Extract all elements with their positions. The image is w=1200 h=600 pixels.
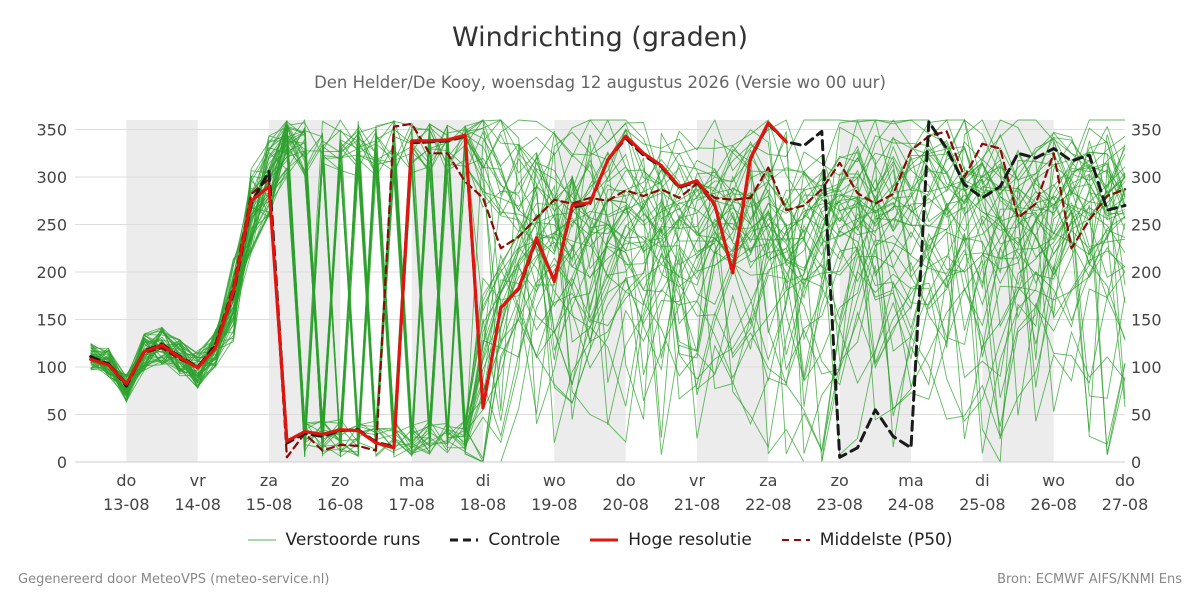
ensemble-member-line: [90, 123, 1126, 462]
x-tick-day: do: [1115, 471, 1135, 490]
x-tick-day: wo: [1042, 471, 1065, 490]
y-tick-label-left: 200: [36, 263, 67, 282]
legend-item-control: Controle: [450, 530, 560, 550]
x-tick-day: di: [975, 471, 990, 490]
x-tick-date: 22-08: [745, 495, 792, 514]
ensemble-member-line: [90, 119, 1126, 436]
x-tick-date: 20-08: [602, 495, 649, 514]
legend-item-high-res: Hoge resolutie: [590, 530, 752, 550]
legend-swatch-median: [781, 539, 810, 541]
footer-credit: Gegenereerd door MeteoVPS (meteo-service…: [18, 572, 330, 587]
ensemble-member-line: [90, 122, 1126, 464]
shaded-day-band: [126, 120, 198, 462]
high-res-series-line: [89, 121, 788, 450]
y-tick-label-right: 100: [1131, 358, 1162, 377]
x-tick-day: vr: [190, 471, 206, 490]
x-tick-date: 15-08: [246, 495, 293, 514]
x-tick-day: wo: [543, 471, 566, 490]
legend-label-median: Middelste (P50): [819, 530, 953, 550]
y-tick-label-right: 0: [1131, 453, 1141, 472]
y-tick-label-right: 200: [1131, 263, 1162, 282]
y-tick-label-left: 350: [36, 121, 67, 140]
ensemble-member-line: [90, 119, 1126, 455]
y-tick-label-right: 350: [1131, 121, 1162, 140]
ensemble-member-line: [90, 119, 1126, 455]
x-axis: do 13-08 vr 14-08 za 15-08 zo 16-08 ma 17-08 di 18-…: [75, 461, 1149, 514]
legend-swatch-control: [450, 538, 479, 542]
y-axis-left: 0 50 100 150 200 250 300 350: [36, 121, 67, 473]
chart-subtitle: Den Helder/De Kooy, woensdag 12 augustus…: [314, 73, 886, 92]
x-tick-day: ma: [399, 471, 424, 490]
x-tick-day: di: [476, 471, 491, 490]
x-tick-date: 13-08: [103, 495, 150, 514]
x-tick-date: 17-08: [388, 495, 435, 514]
x-tick-date: 27-08: [1102, 495, 1149, 514]
ensemble-member-line: [90, 131, 1126, 454]
ensemble-member-line: [90, 119, 1126, 456]
x-tick-date: 18-08: [460, 495, 507, 514]
legend-item-ensemble: Verstoorde runs: [247, 530, 421, 550]
x-tick-day: ma: [898, 471, 923, 490]
chart-title: Windrichting (graden): [451, 22, 749, 53]
x-tick-date: 25-08: [959, 495, 1006, 514]
legend-swatch-ensemble: [247, 539, 276, 541]
legend-label-high-res: Hoge resolutie: [628, 530, 752, 550]
x-tick-date: 26-08: [1030, 495, 1077, 514]
legend-label-ensemble: Verstoorde runs: [285, 530, 421, 550]
x-tick-date: 21-08: [674, 495, 721, 514]
y-tick-label-left: 100: [36, 358, 67, 377]
x-tick-day: za: [260, 471, 278, 490]
x-tick-date: 24-08: [888, 495, 935, 514]
legend-item-median: Middelste (P50): [781, 530, 953, 550]
y-tick-label-right: 250: [1131, 216, 1162, 235]
y-tick-label-right: 300: [1131, 168, 1162, 187]
x-tick-date: 16-08: [317, 495, 364, 514]
ensemble-member-line: [90, 127, 1126, 451]
y-tick-label-left: 300: [36, 168, 67, 187]
y-tick-label-right: 150: [1131, 311, 1162, 330]
x-tick-date: 14-08: [174, 495, 221, 514]
y-tick-label-right: 50: [1131, 406, 1151, 425]
legend: Verstoorde runs Controle Hoge resolutie …: [0, 530, 1200, 550]
y-axis-right: 0 50 100 150 200 250 300 350: [1131, 121, 1162, 473]
y-tick-label-left: 150: [36, 311, 67, 330]
main-series: [89, 120, 1127, 459]
ensemble-member-line: [90, 126, 1126, 457]
legend-label-control: Controle: [488, 530, 561, 550]
y-tick-label-left: 250: [36, 216, 67, 235]
x-tick-day: zo: [831, 471, 849, 490]
x-tick-day: do: [616, 471, 636, 490]
legend-swatch-high-res: [590, 538, 619, 542]
y-tick-label-left: 0: [57, 453, 67, 472]
footer-source: Bron: ECMWF AIFS/KNMI Ens: [997, 572, 1182, 587]
x-tick-day: za: [759, 471, 777, 490]
x-tick-day: zo: [331, 471, 349, 490]
y-tick-label-left: 50: [47, 406, 67, 425]
x-tick-day: vr: [689, 471, 705, 490]
x-tick-date: 23-08: [816, 495, 863, 514]
x-tick-day: do: [116, 471, 136, 490]
x-tick-date: 19-08: [531, 495, 578, 514]
